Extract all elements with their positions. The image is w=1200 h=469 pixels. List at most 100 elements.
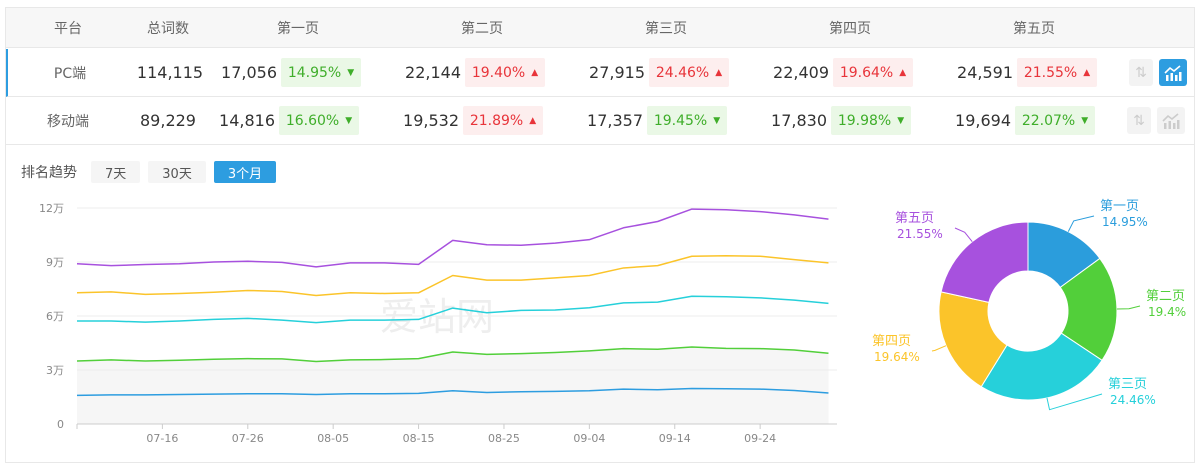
page-count: 24,591 [957, 63, 1013, 82]
page-cell-1: 14,816 16.60% ▼ [206, 97, 390, 144]
slice-label: 第一页 [1100, 199, 1139, 214]
x-tick-label: 07-16 [146, 432, 178, 445]
y-tick-label: 0 [57, 418, 64, 431]
page-count: 27,915 [589, 63, 645, 82]
platform-name: PC端 [53, 65, 87, 82]
range-7d-button[interactable]: 7天 [91, 161, 141, 183]
arrow-up-icon: ▲ [899, 67, 907, 78]
slice-percent: 19.64% [874, 350, 920, 364]
series-line-4 [76, 254, 829, 297]
page-cell-5: 19,694 22.07% ▼ [942, 97, 1126, 144]
arrow-down-icon: ▼ [713, 115, 721, 126]
series-line-5 [76, 208, 829, 268]
total-count: 89,229 [140, 111, 196, 130]
x-tick-label: 07-26 [232, 432, 264, 445]
percent-badge: 19.64% ▲ [833, 58, 913, 87]
trend-title: 排名趋势 [21, 165, 77, 181]
trend-panel [5, 145, 1195, 463]
arrow-up-icon: ▲ [715, 67, 723, 78]
x-tick-label: 08-25 [488, 432, 520, 445]
trend-chart-icon[interactable] [1157, 107, 1185, 134]
slice-label: 第三页 [1108, 377, 1147, 392]
label-leader-line [1116, 305, 1141, 310]
trend-chart-icon[interactable] [1159, 59, 1187, 86]
percent-badge: 19.45% ▼ [647, 106, 727, 135]
slice-label: 第四页 [872, 334, 911, 349]
percent-badge: 22.07% ▼ [1015, 106, 1095, 135]
x-tick-label: 08-05 [317, 432, 349, 445]
total-count: 114,115 [136, 63, 204, 82]
page-cell-4: 22,409 19.64% ▲ [760, 49, 944, 96]
slice-label: 第五页 [895, 211, 934, 226]
header-page-3: 第三页 [645, 20, 687, 37]
header-page-5: 第五页 [1013, 20, 1055, 37]
y-tick-label: 9万 [46, 256, 64, 269]
percent-value: 19.45% [653, 112, 708, 129]
slice-percent: 21.55% [897, 227, 943, 241]
label-leader-line [931, 345, 947, 352]
percent-value: 14.95% [287, 64, 342, 81]
percent-value: 19.64% [839, 64, 894, 81]
label-leader-line [954, 227, 973, 242]
label-leader-line [1067, 215, 1095, 232]
trend-toolbar: 排名趋势 7天 30天 3个月 [21, 161, 277, 183]
percent-badge: 19.40% ▲ [465, 58, 545, 87]
percent-badge: 19.98% ▼ [831, 106, 911, 135]
header-page-1: 第一页 [277, 20, 319, 37]
page-count: 19,532 [403, 111, 459, 130]
page-count: 17,357 [587, 111, 643, 130]
slice-percent: 19.4% [1148, 305, 1186, 319]
slice-label: 第二页 [1146, 289, 1185, 304]
range-3m-button[interactable]: 3个月 [213, 161, 277, 183]
arrow-down-icon: ▼ [345, 115, 353, 126]
page-cell-1: 17,056 14.95% ▼ [208, 49, 392, 96]
series-line-1 [76, 387, 829, 397]
percent-badge: 21.55% ▲ [1017, 58, 1097, 87]
watermark: 爱站网 [380, 295, 494, 339]
page-cell-2: 19,532 21.89% ▲ [390, 97, 574, 144]
series-line-2 [76, 346, 829, 363]
page-count: 22,144 [405, 63, 461, 82]
arrow-down-icon: ▼ [1081, 115, 1089, 126]
page-count: 14,816 [219, 111, 275, 130]
table-row[interactable]: 移动端 89,229 14,816 16.60% ▼ 19,532 21.89% ▲ 17,35… [6, 97, 1194, 145]
slice-percent: 24.46% [1110, 393, 1156, 407]
platform-rank-table: 平台 总词数 第一页 第二页 第三页 第四页 第五页 PC端 114,115 17,… [5, 7, 1195, 145]
x-tick-label: 09-14 [659, 432, 691, 445]
donut-slice[interactable] [980, 332, 1103, 401]
y-tick-label: 3万 [46, 364, 64, 377]
page-cell-3: 17,357 19.45% ▼ [574, 97, 758, 144]
arrow-up-icon: ▲ [1083, 67, 1091, 78]
series-line-3 [77, 295, 829, 324]
percent-value: 16.60% [285, 112, 340, 129]
x-tick-label: 08-15 [403, 432, 435, 445]
percent-badge: 21.89% ▲ [463, 106, 543, 135]
percent-value: 22.07% [1021, 112, 1076, 129]
header-platform: 平台 [54, 20, 82, 37]
percent-value: 24.46% [655, 64, 710, 81]
percent-badge: 16.60% ▼ [279, 106, 359, 135]
sort-arrows-icon[interactable]: ⇅ [1127, 107, 1151, 134]
arrow-up-icon: ▲ [531, 67, 539, 78]
arrow-down-icon: ▼ [347, 67, 355, 78]
table-row[interactable]: PC端 114,115 17,056 14.95% ▼ 22,144 19.40% ▲ 27,9… [6, 49, 1194, 97]
label-leader-line [1046, 393, 1103, 411]
percent-badge: 24.46% ▲ [649, 58, 729, 87]
x-tick-label: 09-24 [744, 432, 776, 445]
donut-slice[interactable] [940, 221, 1029, 303]
platform-name: 移动端 [47, 113, 89, 130]
slice-percent: 14.95% [1102, 215, 1148, 229]
range-30d-button[interactable]: 30天 [148, 161, 206, 183]
percent-value: 19.40% [471, 64, 526, 81]
arrow-up-icon: ▲ [529, 115, 537, 126]
page-cell-5: 24,591 21.55% ▲ [944, 49, 1128, 96]
sort-arrows-icon[interactable]: ⇅ [1129, 59, 1153, 86]
area-fill [77, 346, 829, 424]
page-count: 19,694 [955, 111, 1011, 130]
arrow-down-icon: ▼ [897, 115, 905, 126]
percent-value: 19.98% [837, 112, 892, 129]
page-cell-3: 27,915 24.46% ▲ [576, 49, 760, 96]
table-header: 平台 总词数 第一页 第二页 第三页 第四页 第五页 [6, 8, 1194, 48]
percent-value: 21.89% [469, 112, 524, 129]
